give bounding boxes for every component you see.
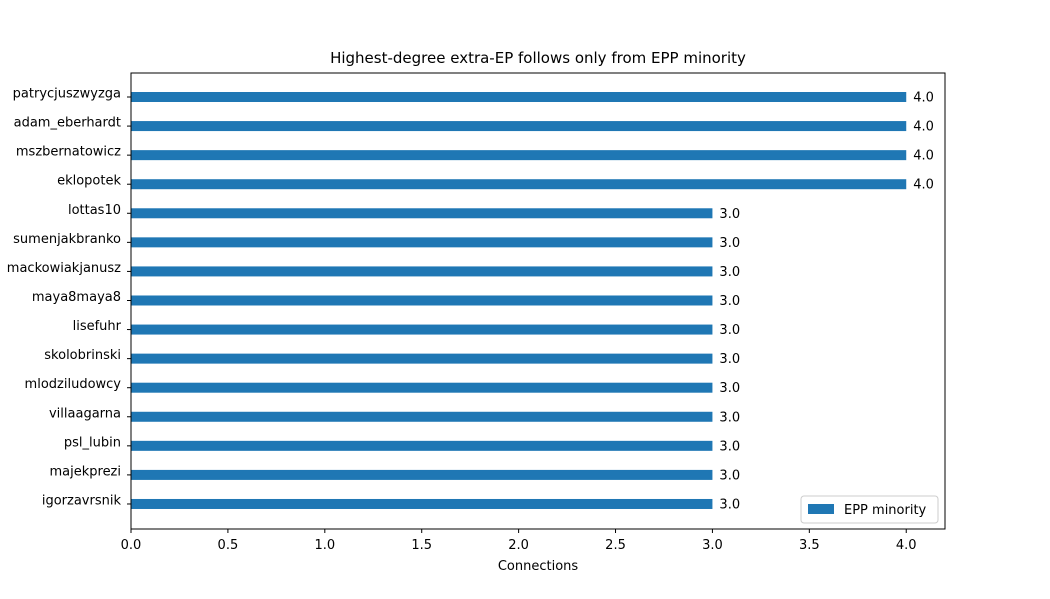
x-axis: 0.0 0.5 1.0 1.5 2.0 2.5 3.0 3.5 4.0 — [121, 529, 917, 553]
bar-value-label: 3.0 — [719, 410, 740, 425]
bar-value-label: 3.0 — [719, 207, 740, 222]
legend-box — [800, 495, 939, 524]
bar-value-label: 3.0 — [719, 352, 740, 367]
x-tick-label: 1.0 — [314, 538, 335, 553]
legend: EPP minority — [800, 495, 939, 524]
bar-value-label: 4.0 — [913, 120, 934, 135]
x-tick-label: 0.5 — [218, 538, 239, 553]
value-labels-group: 4.0 4.0 4.0 4.0 3.0 3.0 3.0 3.0 3.0 3.0 3.0 3.0 3.0 3… — [719, 91, 933, 513]
plot-frame — [130, 72, 946, 530]
bar — [131, 411, 713, 422]
y-tick-label: sumenjakbranko — [13, 232, 121, 247]
bar — [131, 179, 907, 190]
bar-value-label: 4.0 — [913, 149, 934, 164]
bar — [131, 469, 713, 480]
y-tick-label: mackowiakjanusz — [7, 261, 121, 276]
y-tick-label: lisefuhr — [73, 319, 122, 334]
bar-value-label: 3.0 — [719, 265, 740, 280]
legend-swatch — [808, 504, 834, 514]
x-tick-label: 0.0 — [121, 538, 142, 553]
y-tick-label: majekprezi — [49, 464, 121, 479]
bar — [131, 92, 907, 102]
x-tick-label: 4.0 — [896, 538, 917, 553]
bar-value-label: 3.0 — [719, 468, 740, 483]
y-tick-label: skolobrinski — [44, 348, 121, 363]
y-tick-label: maya8maya8 — [32, 290, 121, 305]
bar-value-label: 4.0 — [913, 91, 934, 106]
x-tick-label: 1.5 — [411, 538, 432, 553]
bar-value-label: 3.0 — [719, 236, 740, 251]
bar-value-label: 3.0 — [719, 497, 740, 512]
bar — [131, 498, 713, 509]
bars-group — [131, 92, 907, 509]
bar-value-label: 3.0 — [719, 439, 740, 454]
bar — [131, 150, 907, 161]
y-tick-label: villaagarna — [49, 406, 121, 421]
y-axis: patrycjuszwyzga adam_eberhardt mszbernatow… — [7, 87, 131, 508]
x-tick-label: 2.0 — [508, 538, 529, 553]
bar-value-label: 3.0 — [719, 323, 740, 338]
bar — [131, 440, 713, 451]
bar — [131, 208, 713, 219]
y-tick-label: patrycjuszwyzga — [13, 87, 121, 102]
bar-value-label: 3.0 — [719, 294, 740, 309]
x-tick-label: 3.0 — [702, 538, 723, 553]
y-tick-label: eklopotek — [57, 174, 121, 189]
bar — [131, 382, 713, 393]
bar — [131, 353, 713, 364]
y-tick-label: psl_lubin — [64, 435, 121, 450]
chart-title: Highest-degree extra-EP follows only fro… — [330, 49, 746, 67]
bar-value-label: 3.0 — [719, 381, 740, 396]
x-axis-label: Connections — [498, 559, 579, 574]
y-tick-label: adam_eberhardt — [14, 116, 121, 131]
y-tick-label: igorzavrsnik — [42, 493, 122, 508]
y-tick-label: lottas10 — [68, 203, 121, 218]
x-tick-label: 3.5 — [799, 538, 820, 553]
bar — [131, 295, 713, 306]
legend-label: EPP minority — [844, 503, 927, 518]
bar-value-label: 4.0 — [913, 178, 934, 193]
bar — [131, 237, 713, 248]
x-tick-label: 2.5 — [605, 538, 626, 553]
y-tick-label: mszbernatowicz — [16, 145, 121, 160]
bar — [131, 121, 907, 132]
y-tick-label: mlodziludowcy — [25, 377, 122, 392]
bar — [131, 324, 713, 335]
bar — [131, 266, 713, 277]
